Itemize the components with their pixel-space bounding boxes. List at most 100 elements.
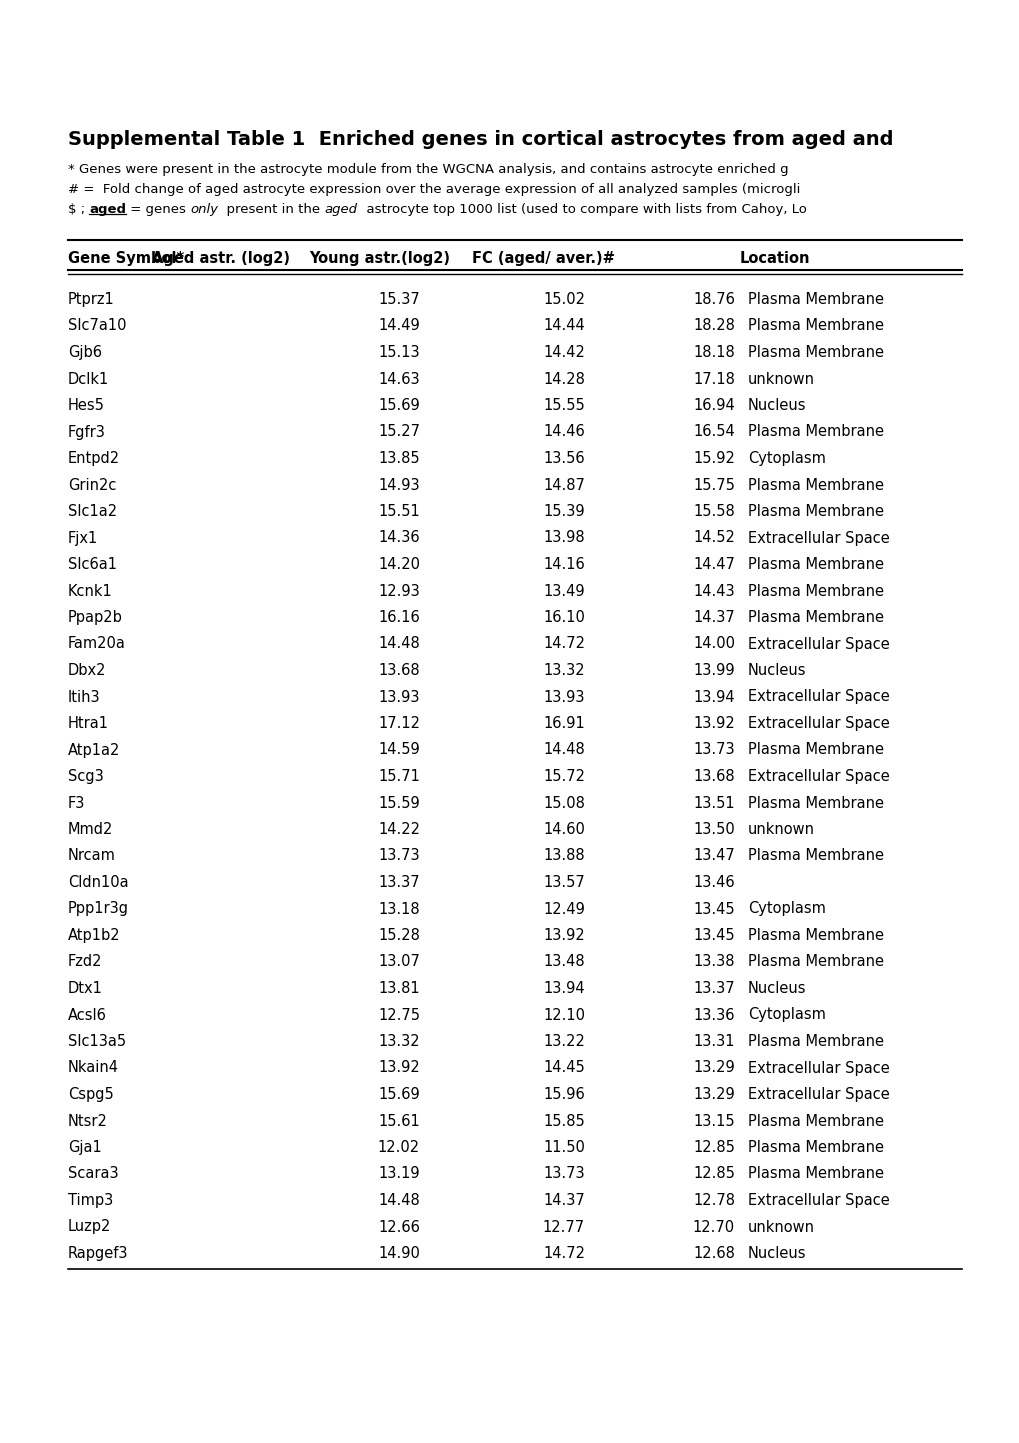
Text: 13.73: 13.73 xyxy=(693,743,735,758)
Text: 16.91: 16.91 xyxy=(543,716,585,732)
Text: 12.66: 12.66 xyxy=(378,1219,420,1235)
Text: 13.68: 13.68 xyxy=(693,769,735,784)
Text: Ppap2b: Ppap2b xyxy=(68,610,122,625)
Text: 13.92: 13.92 xyxy=(543,928,585,942)
Text: Nrcam: Nrcam xyxy=(68,848,116,863)
Text: Plasma Membrane: Plasma Membrane xyxy=(747,424,883,440)
Text: 16.54: 16.54 xyxy=(693,424,735,440)
Text: # =  Fold change of aged astrocyte expression over the average expression of all: # = Fold change of aged astrocyte expres… xyxy=(68,183,800,196)
Text: 13.51: 13.51 xyxy=(693,795,735,811)
Text: 14.93: 14.93 xyxy=(378,478,420,492)
Text: Timp3: Timp3 xyxy=(68,1193,113,1208)
Text: Nucleus: Nucleus xyxy=(747,398,806,413)
Text: 15.71: 15.71 xyxy=(378,769,420,784)
Text: 18.76: 18.76 xyxy=(693,291,735,307)
Text: 13.73: 13.73 xyxy=(543,1166,585,1182)
Text: 15.08: 15.08 xyxy=(542,795,585,811)
Text: 13.57: 13.57 xyxy=(543,874,585,890)
Text: Nucleus: Nucleus xyxy=(747,981,806,996)
Text: 13.56: 13.56 xyxy=(543,452,585,466)
Text: 14.37: 14.37 xyxy=(693,610,735,625)
Text: 13.32: 13.32 xyxy=(378,1035,420,1049)
Text: 14.87: 14.87 xyxy=(542,478,585,492)
Text: unknown: unknown xyxy=(747,823,814,837)
Text: * Genes were present in the astrocyte module from the WGCNA analysis, and contai: * Genes were present in the astrocyte mo… xyxy=(68,163,788,176)
Text: 13.38: 13.38 xyxy=(693,954,735,970)
Text: Gene Symbol*: Gene Symbol* xyxy=(68,251,184,266)
Text: Gjb6: Gjb6 xyxy=(68,345,102,359)
Text: Atp1a2: Atp1a2 xyxy=(68,743,120,758)
Text: 15.02: 15.02 xyxy=(542,291,585,307)
Text: 12.78: 12.78 xyxy=(692,1193,735,1208)
Text: 13.81: 13.81 xyxy=(378,981,420,996)
Text: Extracellular Space: Extracellular Space xyxy=(747,716,889,732)
Text: Extracellular Space: Extracellular Space xyxy=(747,769,889,784)
Text: 12.85: 12.85 xyxy=(693,1166,735,1182)
Text: 14.46: 14.46 xyxy=(543,424,585,440)
Text: Extracellular Space: Extracellular Space xyxy=(747,531,889,545)
Text: Extracellular Space: Extracellular Space xyxy=(747,1193,889,1208)
Text: F3: F3 xyxy=(68,795,86,811)
Text: 15.69: 15.69 xyxy=(378,398,420,413)
Text: 13.93: 13.93 xyxy=(378,690,420,704)
Text: 15.13: 15.13 xyxy=(378,345,420,359)
Text: 15.72: 15.72 xyxy=(542,769,585,784)
Text: FC (aged/ aver.)#: FC (aged/ aver.)# xyxy=(472,251,614,266)
Text: 14.72: 14.72 xyxy=(542,1245,585,1261)
Text: 14.90: 14.90 xyxy=(378,1245,420,1261)
Text: Kcnk1: Kcnk1 xyxy=(68,583,113,599)
Text: 14.00: 14.00 xyxy=(692,636,735,651)
Text: Cytoplasm: Cytoplasm xyxy=(747,452,825,466)
Text: Hes5: Hes5 xyxy=(68,398,105,413)
Text: Slc1a2: Slc1a2 xyxy=(68,504,117,519)
Text: Plasma Membrane: Plasma Membrane xyxy=(747,1114,883,1128)
Text: unknown: unknown xyxy=(747,1219,814,1235)
Text: 15.58: 15.58 xyxy=(693,504,735,519)
Text: 13.85: 13.85 xyxy=(378,452,420,466)
Text: Plasma Membrane: Plasma Membrane xyxy=(747,478,883,492)
Text: Cspg5: Cspg5 xyxy=(68,1087,114,1102)
Text: 14.36: 14.36 xyxy=(378,531,420,545)
Text: 13.92: 13.92 xyxy=(693,716,735,732)
Text: 13.49: 13.49 xyxy=(543,583,585,599)
Text: 15.69: 15.69 xyxy=(378,1087,420,1102)
Text: Slc13a5: Slc13a5 xyxy=(68,1035,126,1049)
Text: 13.68: 13.68 xyxy=(378,662,420,678)
Text: 13.50: 13.50 xyxy=(693,823,735,837)
Text: 13.47: 13.47 xyxy=(693,848,735,863)
Text: 14.22: 14.22 xyxy=(378,823,420,837)
Text: 14.52: 14.52 xyxy=(693,531,735,545)
Text: 14.59: 14.59 xyxy=(378,743,420,758)
Text: 13.37: 13.37 xyxy=(693,981,735,996)
Text: 12.10: 12.10 xyxy=(542,1007,585,1023)
Text: 13.93: 13.93 xyxy=(543,690,585,704)
Text: Slc6a1: Slc6a1 xyxy=(68,557,117,571)
Text: Grin2c: Grin2c xyxy=(68,478,116,492)
Text: 12.02: 12.02 xyxy=(377,1140,420,1154)
Text: Plasma Membrane: Plasma Membrane xyxy=(747,1166,883,1182)
Text: 13.22: 13.22 xyxy=(542,1035,585,1049)
Text: Extracellular Space: Extracellular Space xyxy=(747,636,889,651)
Text: present in the: present in the xyxy=(218,203,325,216)
Text: 12.70: 12.70 xyxy=(692,1219,735,1235)
Text: 13.98: 13.98 xyxy=(543,531,585,545)
Text: 14.72: 14.72 xyxy=(542,636,585,651)
Text: 14.63: 14.63 xyxy=(378,371,420,387)
Text: 13.94: 13.94 xyxy=(693,690,735,704)
Text: only: only xyxy=(191,203,218,216)
Text: Luzp2: Luzp2 xyxy=(68,1219,111,1235)
Text: 13.88: 13.88 xyxy=(543,848,585,863)
Text: 13.19: 13.19 xyxy=(378,1166,420,1182)
Text: 14.47: 14.47 xyxy=(693,557,735,571)
Text: 15.85: 15.85 xyxy=(543,1114,585,1128)
Text: Plasma Membrane: Plasma Membrane xyxy=(747,319,883,333)
Text: 12.93: 12.93 xyxy=(378,583,420,599)
Text: 14.28: 14.28 xyxy=(542,371,585,387)
Text: Plasma Membrane: Plasma Membrane xyxy=(747,954,883,970)
Text: Ntsr2: Ntsr2 xyxy=(68,1114,108,1128)
Text: 18.28: 18.28 xyxy=(693,319,735,333)
Text: 17.12: 17.12 xyxy=(378,716,420,732)
Text: 14.60: 14.60 xyxy=(542,823,585,837)
Text: Plasma Membrane: Plasma Membrane xyxy=(747,1140,883,1154)
Text: Htra1: Htra1 xyxy=(68,716,109,732)
